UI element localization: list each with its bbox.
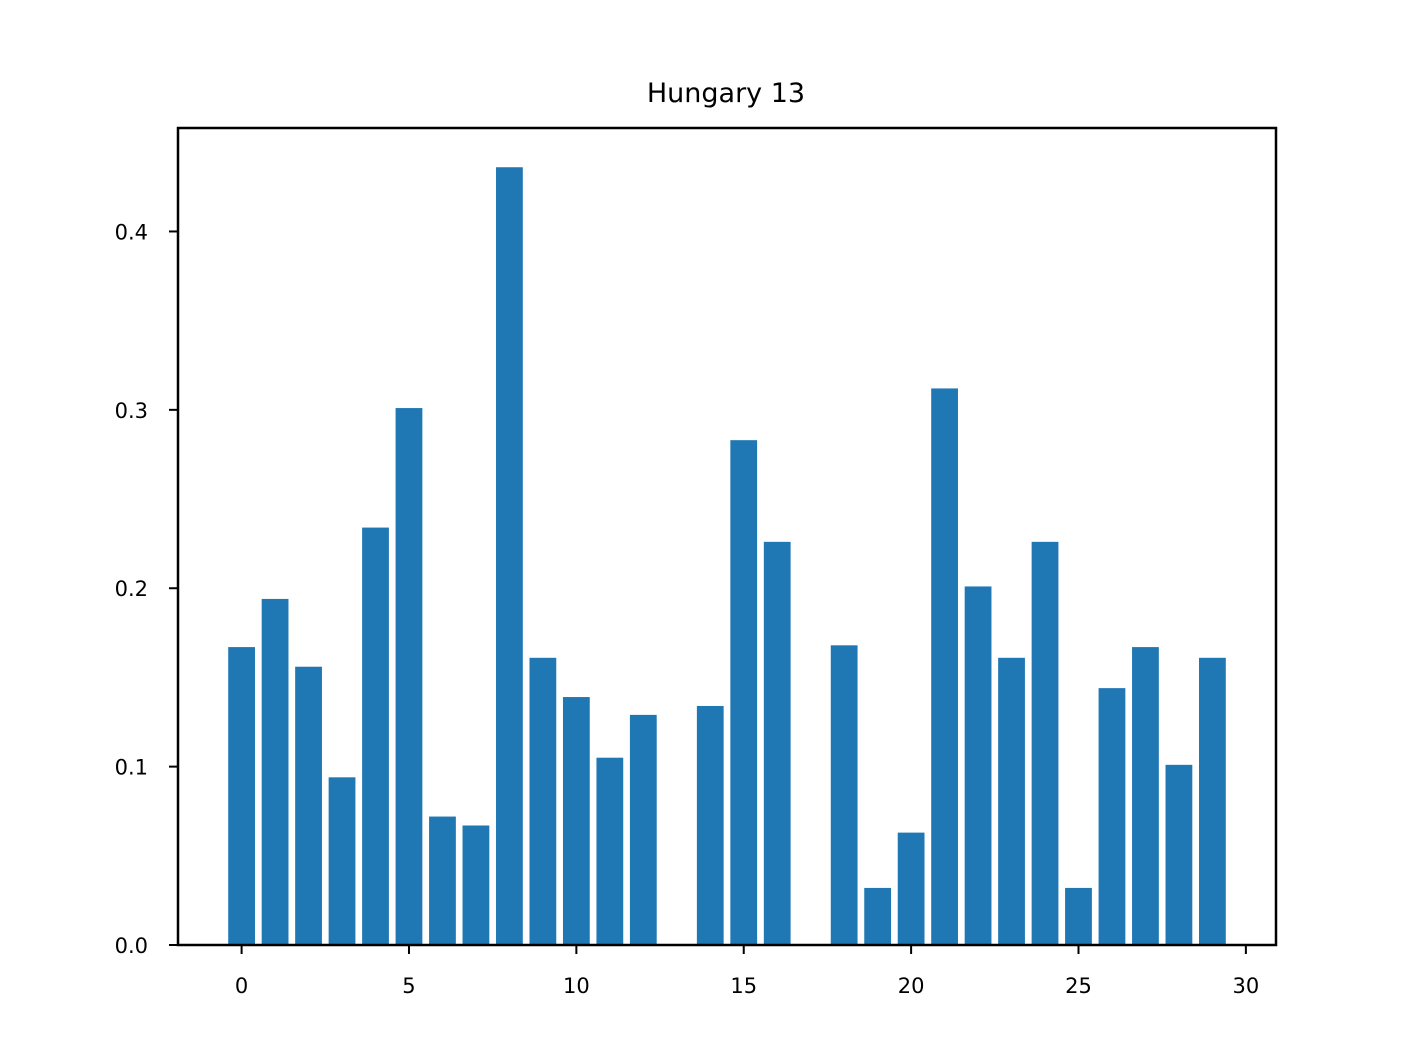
bar-0 xyxy=(228,647,255,945)
x-tick-label: 30 xyxy=(1233,974,1260,998)
plot-frame xyxy=(176,126,1278,947)
y-tick-label: 0.1 xyxy=(115,756,148,780)
bar-24 xyxy=(1031,541,1059,945)
bar-9 xyxy=(529,657,557,945)
bar-15 xyxy=(730,440,758,945)
bar-10 xyxy=(562,697,590,945)
y-axis-ticks: 0.0 0.1 0.2 0.3 0.4 xyxy=(115,220,178,958)
y-tick-label: 0.2 xyxy=(115,577,148,601)
x-tick-label: 0 xyxy=(235,974,248,998)
bar-26 xyxy=(1098,688,1126,945)
x-tick-label: 20 xyxy=(898,974,925,998)
bar-23 xyxy=(998,657,1025,945)
x-tick-label: 15 xyxy=(730,974,757,998)
bar-22 xyxy=(964,586,992,945)
x-axis-ticks: 0 5 10 15 20 25 30 xyxy=(235,945,1259,998)
bar-11 xyxy=(596,757,624,945)
bar-21 xyxy=(931,388,958,945)
bar-18 xyxy=(830,645,858,945)
x-tick-label: 25 xyxy=(1065,974,1092,998)
y-tick-label: 0.0 xyxy=(115,934,148,958)
bar-4 xyxy=(362,527,389,945)
bars-group xyxy=(228,167,1226,946)
bar-25 xyxy=(1065,887,1092,945)
bar-6 xyxy=(429,816,456,945)
bar-3 xyxy=(328,777,356,945)
y-tick-label: 0.3 xyxy=(115,399,148,423)
bar-29 xyxy=(1199,657,1226,945)
x-tick-label: 5 xyxy=(402,974,415,998)
bar-12 xyxy=(629,714,657,945)
chart-title: Hungary 13 xyxy=(647,78,805,109)
bar-2 xyxy=(295,666,322,945)
x-tick-label: 10 xyxy=(563,974,590,998)
bar-14 xyxy=(696,705,724,945)
bar-5 xyxy=(395,408,423,945)
bar-27 xyxy=(1132,647,1159,945)
bar-28 xyxy=(1165,764,1193,945)
bar-8 xyxy=(496,167,523,946)
y-tick-label: 0.4 xyxy=(115,220,148,244)
bar-1 xyxy=(261,598,289,945)
bar-7 xyxy=(462,825,490,945)
bar-20 xyxy=(897,832,925,945)
bar-16 xyxy=(763,541,791,945)
bar-19 xyxy=(864,887,892,945)
